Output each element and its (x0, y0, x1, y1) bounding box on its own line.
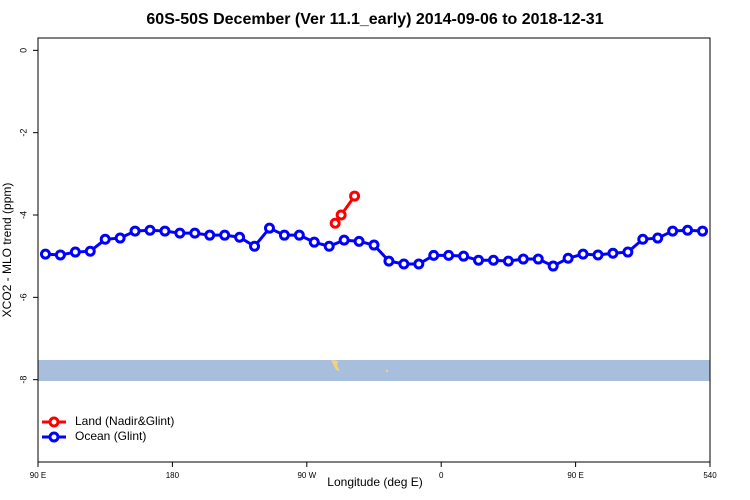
point (39, 248, 51, 260)
point (487, 254, 499, 266)
point (652, 232, 664, 244)
point (219, 229, 231, 241)
point (532, 253, 544, 265)
x-tick-label: 90 W (297, 471, 316, 480)
x-axis-label: Longitude (deg E) (327, 475, 422, 489)
point (473, 254, 485, 266)
x-tick-label: 540 (703, 471, 717, 480)
point (398, 258, 410, 270)
point (383, 255, 395, 267)
x-tick-label: 0 (439, 471, 444, 480)
point (263, 222, 275, 234)
plot-frame (37, 37, 711, 463)
point (338, 234, 350, 246)
point (547, 260, 559, 272)
land-blob (386, 370, 388, 372)
point (413, 258, 425, 270)
point (697, 225, 709, 237)
y-axis-label: XCO2 - MLO trend (ppm) (0, 183, 14, 318)
point (189, 227, 201, 239)
legend-marker (48, 431, 60, 443)
point (637, 233, 649, 245)
point (84, 245, 96, 257)
y-tick-label: -4 (18, 211, 28, 219)
legend-label: Land (Nadir&Glint) (75, 414, 174, 428)
point (607, 247, 619, 259)
legend-label: Ocean (Glint) (75, 429, 146, 443)
point (249, 240, 261, 252)
point (443, 249, 455, 261)
y-tick-label: -6 (18, 293, 28, 301)
point (144, 224, 156, 236)
point (293, 229, 305, 241)
point (323, 240, 335, 252)
land-blob (331, 360, 340, 371)
point (174, 227, 186, 239)
x-tick-label: 180 (166, 471, 180, 480)
legend-marker (48, 416, 60, 428)
point (69, 246, 81, 258)
point (577, 248, 589, 260)
point (502, 255, 514, 267)
y-tick-label: -8 (18, 376, 28, 384)
point (129, 225, 141, 237)
point (368, 239, 380, 251)
point (99, 233, 111, 245)
point (159, 225, 171, 237)
point (667, 225, 679, 237)
y-tick-label: 0 (18, 48, 28, 53)
map-strip (38, 360, 710, 381)
chart-title: 60S-50S December (Ver 11.1_early) 2014-0… (146, 11, 603, 28)
point (349, 190, 361, 202)
point (335, 209, 347, 221)
y-tick-label: -2 (18, 129, 28, 137)
point (592, 249, 604, 261)
point (682, 224, 694, 236)
point (458, 250, 470, 262)
point (54, 249, 66, 261)
point (234, 231, 246, 243)
point (114, 232, 126, 244)
point (278, 229, 290, 241)
point (428, 249, 440, 261)
point (562, 252, 574, 264)
point (329, 217, 341, 229)
point (622, 246, 634, 258)
x-tick-label: 90 E (30, 471, 46, 480)
point (204, 229, 216, 241)
point (308, 236, 320, 248)
x-tick-label: 90 E (567, 471, 583, 480)
point (353, 235, 365, 247)
point (517, 253, 529, 265)
